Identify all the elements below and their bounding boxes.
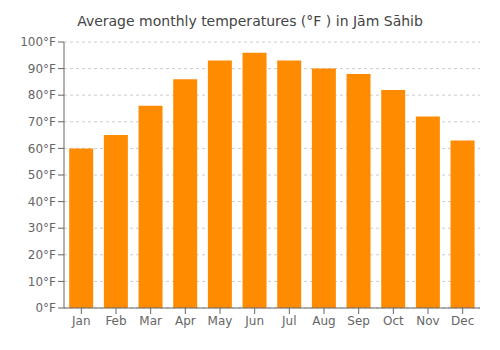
svg-text:Sep: Sep [347, 314, 370, 328]
svg-text:Jul: Jul [281, 314, 296, 328]
svg-text:Apr: Apr [175, 314, 196, 328]
svg-text:30°F: 30°F [28, 221, 56, 235]
svg-text:20°F: 20°F [28, 248, 56, 262]
svg-text:Dec: Dec [451, 314, 474, 328]
html-text:Average monthly temperatures (: Average monthly temperatures (°F ) in Jā… [77, 13, 423, 29]
svg-text:60°F: 60°F [28, 142, 56, 156]
svg-text:10°F: 10°F [28, 275, 56, 289]
svg-text:90°F: 90°F [28, 62, 56, 76]
svg-text:50°F: 50°F [28, 168, 56, 182]
svg-text:May: May [208, 314, 233, 328]
svg-text:Nov: Nov [416, 314, 439, 328]
svg-text:Oct: Oct [383, 314, 404, 328]
svg-text:Feb: Feb [105, 314, 126, 328]
svg-text:40°F: 40°F [28, 195, 56, 209]
svg-text:80°F: 80°F [28, 88, 56, 102]
svg-text:100°F: 100°F [20, 35, 56, 49]
svg-text:Jan: Jan [71, 314, 91, 328]
svg-text:Aug: Aug [312, 314, 335, 328]
svg-text:Mar: Mar [139, 314, 162, 328]
svg-text:0°F: 0°F [35, 301, 56, 315]
svg-text:Jun: Jun [244, 314, 264, 328]
svg-text:70°F: 70°F [28, 115, 56, 129]
